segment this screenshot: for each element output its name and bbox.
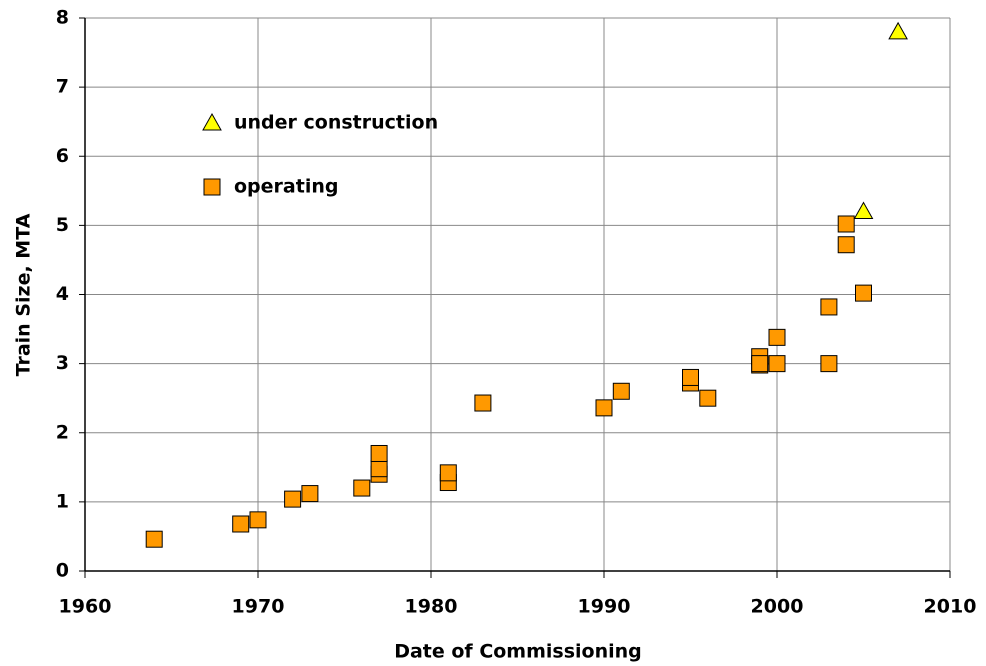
- y-tick-label: 8: [56, 7, 69, 29]
- square-marker: [595, 399, 613, 417]
- y-tick-label: 3: [56, 352, 69, 374]
- square-marker: [699, 389, 717, 407]
- y-tick-label: 6: [56, 145, 69, 167]
- x-tick-label: 1970: [232, 596, 285, 618]
- square-marker: [751, 355, 769, 373]
- triangle-marker: [888, 21, 908, 40]
- square-marker: [145, 530, 163, 548]
- y-tick-label: 1: [56, 490, 69, 512]
- x-tick-label: 1990: [578, 596, 631, 618]
- square-marker: [203, 178, 221, 196]
- square-marker: [612, 382, 630, 400]
- x-axis-label: Date of Commissioning: [394, 641, 642, 663]
- square-marker: [249, 511, 267, 529]
- square-marker: [474, 394, 492, 412]
- square-marker: [284, 490, 302, 508]
- x-tick-label: 2010: [924, 596, 977, 618]
- square-marker: [370, 460, 388, 478]
- x-tick-label: 1960: [59, 596, 112, 618]
- square-marker: [768, 355, 786, 373]
- square-marker: [439, 464, 457, 482]
- y-tick-label: 5: [56, 214, 69, 236]
- y-tick-label: 0: [56, 560, 69, 582]
- triangle-marker: [853, 201, 874, 220]
- square-marker: [820, 298, 838, 316]
- square-marker: [682, 368, 699, 386]
- triangle-marker: [202, 112, 222, 131]
- square-marker: [768, 328, 786, 346]
- y-tick-label: 7: [56, 76, 69, 98]
- square-marker: [353, 479, 371, 497]
- legend-label: under construction: [234, 112, 438, 134]
- x-tick-label: 2000: [751, 596, 804, 618]
- square-marker: [370, 444, 388, 462]
- square-marker: [837, 236, 855, 254]
- y-tick-label: 2: [56, 421, 69, 443]
- square-marker: [301, 485, 319, 503]
- y-axis-label: Train Size, MTA: [13, 213, 35, 376]
- x-tick-label: 1980: [405, 596, 458, 618]
- square-marker: [837, 215, 855, 233]
- legend-label: operating: [234, 176, 338, 198]
- y-tick-label: 4: [56, 283, 69, 305]
- square-marker: [855, 284, 872, 302]
- square-marker: [820, 355, 838, 373]
- square-marker: [232, 515, 250, 533]
